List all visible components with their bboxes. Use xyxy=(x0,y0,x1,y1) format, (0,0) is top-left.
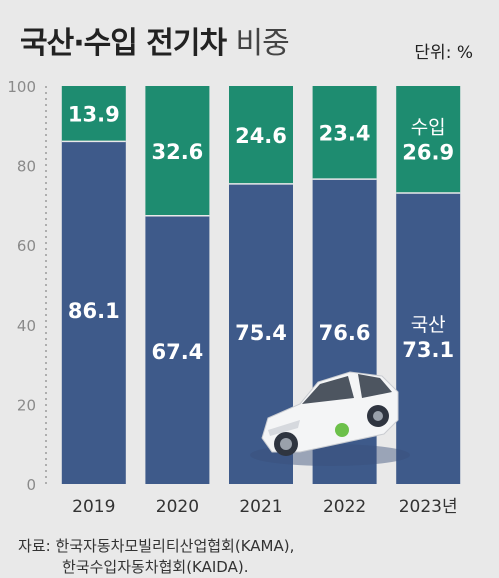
source-line-2: 한국수입자동차협회(KAIDA). xyxy=(62,558,249,576)
source-label: 자료: xyxy=(18,537,56,555)
data-label-import: 32.6 xyxy=(151,140,203,164)
data-label-import: 26.9 xyxy=(402,141,454,165)
bar-domestic xyxy=(396,193,461,484)
data-label-import: 24.6 xyxy=(235,124,287,148)
stacked-bar-chart: 0 20 40 60 80 100 13.9 86.1 2019 32.6 67.4 2020 24.6… xyxy=(7,78,461,517)
x-tick-label: 2019 xyxy=(72,497,115,517)
x-tick-label: 2023년 xyxy=(399,497,458,517)
data-label-domestic: 67.4 xyxy=(151,340,203,364)
bar-import xyxy=(61,86,126,142)
x-tick-label: 2020 xyxy=(156,497,199,517)
bar-import xyxy=(312,86,377,180)
y-tick-label: 60 xyxy=(17,237,36,255)
data-label-domestic: 76.6 xyxy=(319,321,371,345)
title-sub: 비중 xyxy=(235,26,290,61)
y-tick-label: 80 xyxy=(17,158,36,176)
series-label-domestic: 국산 xyxy=(411,314,446,336)
series-label-import: 수입 xyxy=(411,117,446,139)
x-tick-label: 2021 xyxy=(239,497,282,517)
source-line-1: 한국자동차모빌리티산업협회(KAMA), xyxy=(55,537,295,555)
chart-title: 국산·수입 전기차 비중 xyxy=(20,18,290,62)
source-note: 자료: 한국자동차모빌리티산업협회(KAMA), 한국수입자동차협회(KAIDA)… xyxy=(18,536,294,578)
unit-label: 단위: % xyxy=(414,43,473,63)
bar-import xyxy=(396,86,461,194)
data-label-domestic: 73.1 xyxy=(402,338,454,362)
y-tick-label: 100 xyxy=(7,78,36,96)
bar-import xyxy=(145,86,210,216)
data-label-import: 23.4 xyxy=(319,122,371,146)
bar-import xyxy=(229,86,293,184)
bar-domestic xyxy=(61,141,126,484)
data-label-domestic: 86.1 xyxy=(68,299,120,323)
y-tick-label: 0 xyxy=(26,476,36,494)
bar-domestic xyxy=(145,215,210,485)
car-illustration xyxy=(250,371,410,466)
title-main: 국산·수입 전기차 xyxy=(20,26,227,61)
y-tick-label: 20 xyxy=(17,396,36,414)
x-tick-label: 2022 xyxy=(323,497,366,517)
y-tick-label: 40 xyxy=(17,317,36,335)
data-label-import: 13.9 xyxy=(68,103,120,127)
data-label-domestic: 75.4 xyxy=(235,321,287,345)
